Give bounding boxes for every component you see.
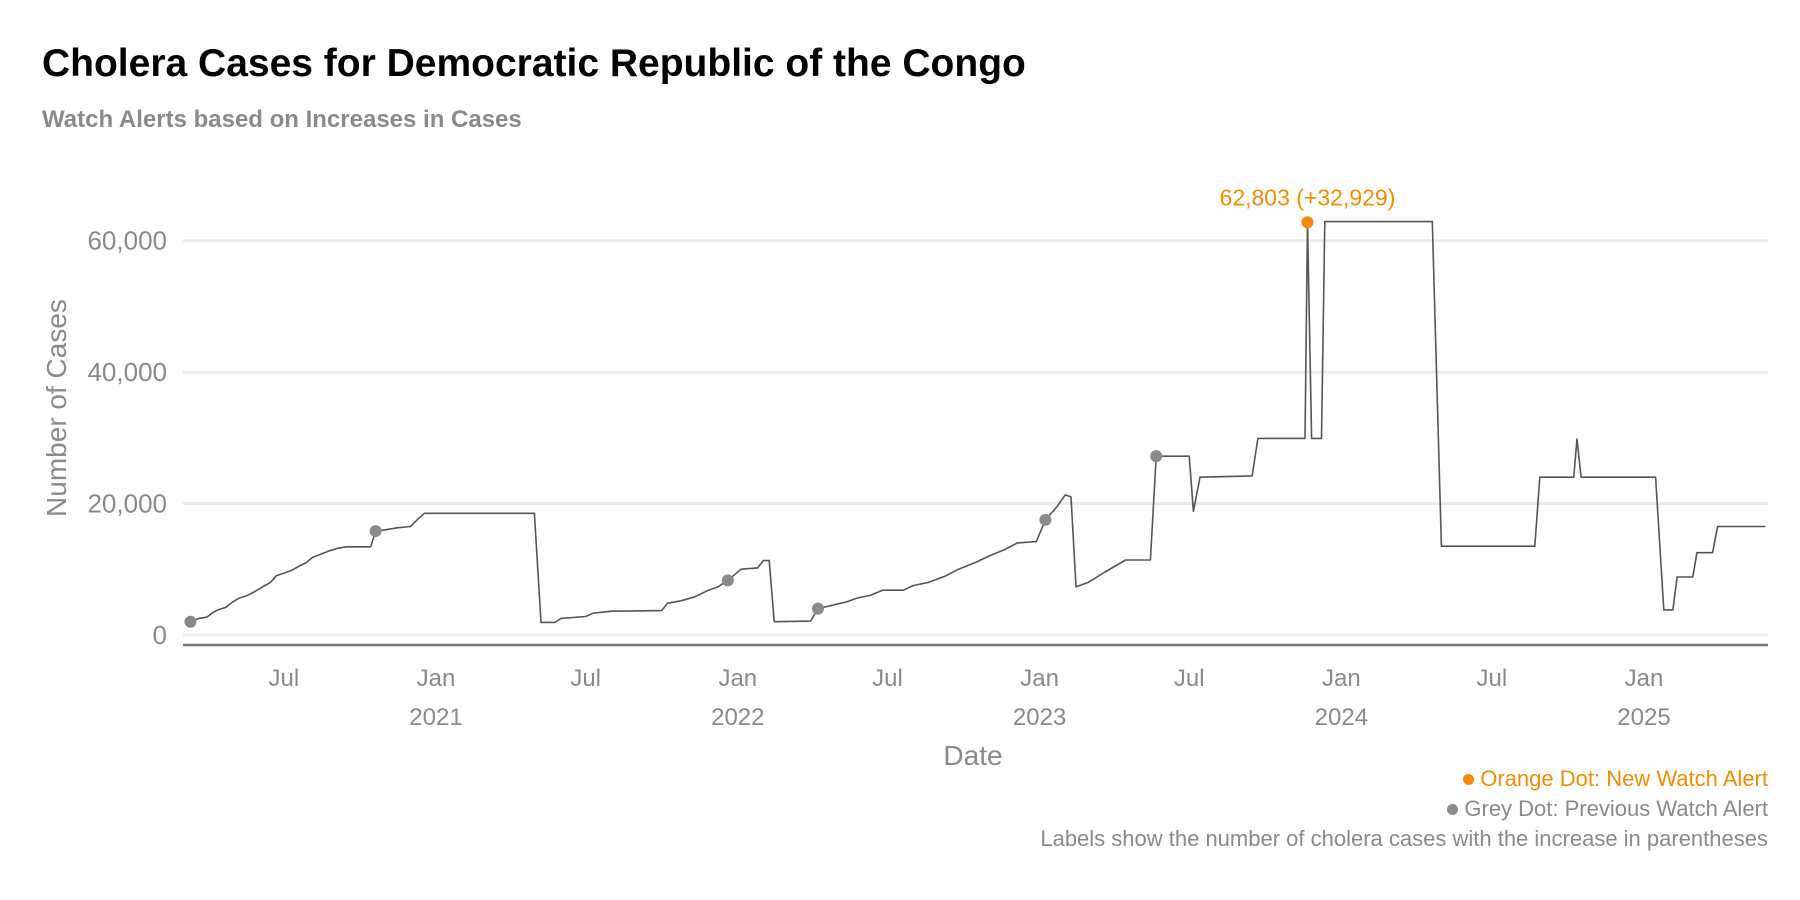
y-axis-tick-labels: 0 20,000 40,000 60,000 <box>87 226 167 650</box>
x-tick-label: Jan <box>1625 665 1664 692</box>
x-tick-year-label: 2021 <box>409 704 462 731</box>
legend-previous-alert-text: Grey Dot: Previous Watch Alert <box>1464 796 1768 821</box>
legend-new-alert-text: Orange Dot: New Watch Alert <box>1480 766 1768 791</box>
legend-label-note: Labels show the number of cholera cases … <box>1040 826 1768 851</box>
x-tick-year-label: 2025 <box>1617 704 1670 731</box>
y-tick-label: 60,000 <box>87 226 167 256</box>
previous-alert-dot <box>369 525 382 538</box>
y-tick-label: 20,000 <box>87 488 167 518</box>
y-tick-label: 0 <box>153 620 167 650</box>
previous-alert-dot <box>184 615 197 628</box>
legend-previous-alert: Grey Dot: Previous Watch Alert <box>1040 794 1768 824</box>
x-tick-label: Jul <box>570 665 601 692</box>
x-tick-label: Jan <box>1020 665 1059 692</box>
previous-alert-dot <box>1039 513 1052 526</box>
x-tick-label: Jul <box>269 665 300 692</box>
x-tick-label: Jul <box>872 665 903 692</box>
orange-dot-icon <box>1463 774 1475 785</box>
x-tick-label: Jan <box>417 665 456 692</box>
legend-notes: Orange Dot: New Watch Alert Grey Dot: Pr… <box>1040 764 1768 854</box>
x-tick-label: Jul <box>1174 665 1205 692</box>
x-axis-tick-labels: Jul Jan 2021 Jul Jan 2022 Jul Jan 2023 Jul Jan 2024… <box>269 665 1671 731</box>
new-alert-dot <box>1301 216 1314 229</box>
y-axis-label: Number of Cases <box>41 299 72 517</box>
grid-lines <box>183 239 1768 637</box>
x-tick-label: Jan <box>1322 665 1361 692</box>
previous-alert-dot <box>1150 450 1163 463</box>
line-chart: 0 20,000 40,000 60,000 Jul Jan 2021 Jul Jan 2022… <box>41 184 1768 770</box>
chart-subtitle: Watch Alerts based on Increases in Cases <box>42 106 522 133</box>
alert-dots: 62,803 (+32,929) <box>184 184 1396 628</box>
alert-data-label: 62,803 (+32,929) <box>1220 184 1396 210</box>
legend-new-alert: Orange Dot: New Watch Alert <box>1040 764 1768 794</box>
chart-title: Cholera Cases for Democratic Republic of… <box>42 42 1026 85</box>
previous-alert-dot <box>811 602 824 615</box>
x-tick-label: Jan <box>718 665 757 692</box>
y-tick-label: 40,000 <box>87 357 167 387</box>
x-tick-year-label: 2022 <box>711 704 764 731</box>
x-axis-label: Date <box>943 740 1002 770</box>
x-tick-year-label: 2024 <box>1315 704 1368 731</box>
previous-alert-dot <box>721 574 734 587</box>
grey-dot-icon <box>1447 804 1459 815</box>
x-tick-label: Jul <box>1477 665 1508 692</box>
x-tick-year-label: 2023 <box>1013 704 1066 731</box>
cases-series-line <box>190 220 1766 624</box>
